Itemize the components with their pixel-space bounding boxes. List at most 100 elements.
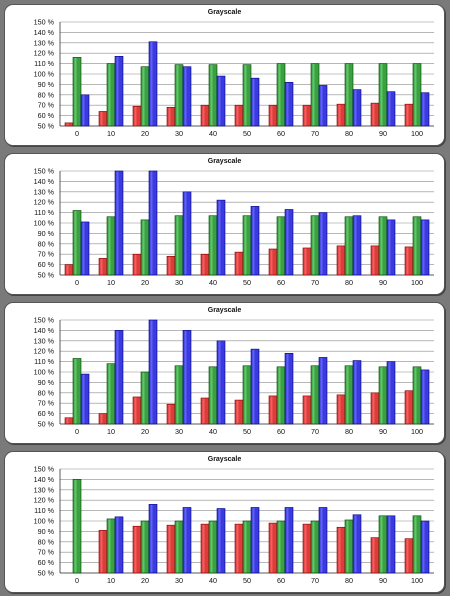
bar [200,397,210,425]
bar [182,507,192,574]
bar [98,413,108,425]
bar [114,56,124,127]
bar [318,357,328,425]
bar-highlight [422,93,425,126]
bar-highlight [236,105,239,126]
bar-highlight [304,105,307,126]
bar-highlight [184,192,187,275]
bar-highlight [312,64,315,126]
bar [412,366,422,425]
bar-highlight [210,367,213,424]
bar-highlight [116,171,119,275]
bar-highlight [202,524,205,573]
bar [208,366,218,425]
y-tick-label: 120 % [34,198,55,207]
bar-highlight [168,256,171,275]
bar-highlight [66,123,69,126]
bar-highlight [278,64,281,126]
bar-highlight [270,396,273,424]
bar-highlight [202,105,205,126]
bar [242,64,252,127]
x-tick-label: 90 [379,427,387,436]
bar-highlight [414,64,417,126]
bar [276,63,286,127]
bar [166,106,176,127]
x-tick-label: 60 [277,129,285,138]
bar-highlight [218,76,221,126]
bar-highlight [176,216,179,275]
bar-highlight [134,526,137,573]
bar-highlight [304,396,307,424]
bar [378,515,388,574]
y-tick-label: 120 % [34,49,55,58]
bar [216,75,226,127]
y-tick-label: 150 % [34,18,55,27]
bar [148,41,158,127]
bar-highlight [320,507,323,573]
bar [148,319,158,425]
bar [370,102,380,127]
bar [132,396,142,425]
bar [166,403,176,425]
y-tick-label: 80 % [38,90,55,99]
bar-highlight [346,217,349,275]
bar [242,215,252,276]
bar [140,520,150,574]
chart-title: Grayscale [207,456,242,463]
bar-highlight [380,217,383,275]
bar-highlight [388,92,391,126]
y-tick-label: 60 % [38,111,55,120]
bar-highlight [150,171,153,275]
chart-title: Grayscale [207,9,242,16]
chart-plot: 50 % 60 %70 % 80 %90 %100 % 110 %120 % 130 %… [34,316,434,436]
bar [182,330,192,425]
bar [208,64,218,127]
bar [404,246,414,276]
x-tick-label: 80 [345,576,353,585]
bar-highlight [108,217,111,275]
x-tick-label: 100 [411,278,423,287]
bar-highlight [372,538,375,573]
y-tick-label: 90 % [38,378,55,387]
x-tick-label: 10 [107,427,115,436]
bar-highlight [66,265,69,275]
x-tick-label: 80 [345,278,353,287]
bar-highlight [100,414,103,424]
bar [318,85,328,127]
bar [80,373,90,425]
bar [242,520,252,574]
bar [200,104,210,127]
bar-highlight [414,516,417,573]
x-tick-label: 80 [345,129,353,138]
bar [352,360,362,425]
y-tick-label: 80 % [38,239,55,248]
chart-panel-1: Grayscale 50 % 60 % 70 % 80 % 90 % 100 % 110 % 1… [4,4,445,146]
y-tick-label: 140 % [34,177,55,186]
chart-plot: 50 % 60 %70 % 80 %90 %100 % 110 %120 % 130 %… [34,465,434,585]
bar-highlight [270,249,273,275]
y-tick-label: 130 % [34,485,55,494]
bar-highlight [422,220,425,275]
y-tick-label: 150 % [34,316,55,325]
bar-highlight [184,67,187,126]
bar [420,219,430,276]
bar [420,92,430,127]
bar-highlight [380,367,383,424]
y-tick-label: 50 % [38,122,55,131]
bar-highlight [218,509,221,573]
bar [302,523,312,574]
bar [98,530,108,574]
bar-highlight [168,404,171,424]
bar [64,417,74,425]
bar-highlight [406,391,409,424]
y-tick-label: 100 % [34,368,55,377]
x-tick-label: 20 [141,576,149,585]
bar [284,507,294,574]
bar [98,111,108,127]
bar [174,365,184,425]
bar-highlight [150,504,153,573]
bar-highlight [244,216,247,275]
bar [72,479,82,574]
bar-highlight [218,200,221,275]
bar [336,394,346,425]
